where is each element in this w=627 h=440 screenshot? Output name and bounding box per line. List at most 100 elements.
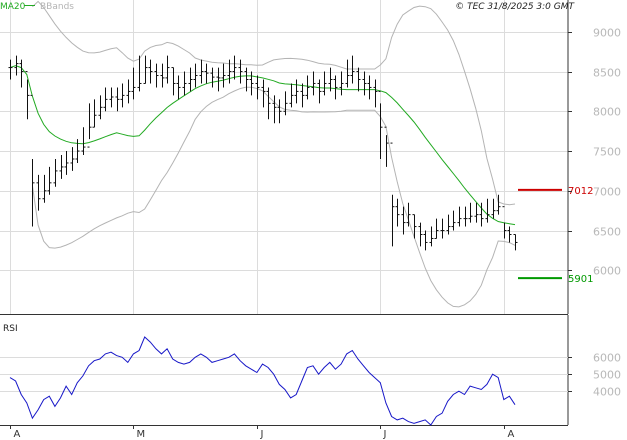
price-bar (81, 127, 86, 156)
price-bar (25, 71, 30, 120)
price-bar (418, 222, 423, 247)
month-axis: AMJJAS (10, 425, 515, 440)
support-label: 5901 (568, 274, 593, 285)
price-tick-label: 8500 (593, 67, 621, 80)
price-bar (317, 79, 322, 104)
price-bar (272, 95, 277, 124)
price-bar (47, 166, 52, 195)
price-bar (479, 202, 484, 227)
price-bar (143, 55, 148, 84)
rsi-label: RSI (3, 324, 18, 334)
price-bar (384, 126, 389, 167)
price-bar (59, 155, 64, 179)
price-bar (36, 174, 41, 211)
ma20-line (9, 65, 516, 226)
price-bar (378, 90, 383, 159)
price-bar (339, 71, 344, 96)
price-bar (300, 83, 305, 108)
price-bar (221, 63, 226, 88)
month-label: A (14, 429, 21, 440)
price-bar (328, 67, 333, 92)
price-bar (322, 71, 327, 96)
bollinger-lower-band (31, 86, 516, 308)
main-price-grid (0, 0, 568, 314)
month-label: M (137, 429, 146, 440)
rsi-tick-label: 6000 (593, 352, 621, 365)
price-bar (345, 59, 350, 88)
price-bar (227, 59, 232, 84)
resistance-label: 7012 (568, 186, 593, 197)
price-bar (137, 55, 142, 92)
price-bar (42, 174, 47, 203)
price-bar (277, 99, 282, 124)
rsi-line (9, 336, 516, 426)
price-bar (496, 194, 501, 215)
price-bar (98, 95, 103, 120)
ma20-path (9, 65, 516, 226)
bollinger-bands (31, 0, 516, 308)
price-bar (446, 214, 451, 235)
price-bar (294, 79, 299, 104)
price-bar (188, 67, 193, 92)
price-bar (423, 230, 428, 251)
price-bar (434, 218, 439, 239)
rsi-grid (0, 357, 568, 392)
legend: MA20 BBands (0, 2, 74, 12)
price-bar (429, 226, 434, 247)
price-tick-label: 7000 (593, 186, 621, 199)
price-bar (305, 75, 310, 100)
price-bar (14, 55, 19, 76)
price-bar (244, 67, 249, 92)
price-tick-label: 6000 (593, 265, 621, 278)
price-bar (53, 158, 58, 187)
price-bar (8, 59, 13, 80)
price-bar (126, 79, 131, 104)
rsi-tick-label: 4000 (593, 386, 621, 399)
legend-bbands-label: BBands (40, 2, 74, 12)
price-bar (395, 198, 400, 227)
month-label: J (260, 429, 264, 440)
price-bar (485, 198, 490, 223)
price-bar (390, 142, 395, 247)
price-bar (440, 218, 445, 239)
price-bar (350, 55, 355, 84)
price-bar (64, 151, 69, 175)
price-bar (333, 75, 338, 100)
price-bar (468, 202, 473, 223)
price-bar (30, 94, 35, 227)
price-bar (412, 214, 417, 239)
copyright-timestamp: © TEC 31/8/2025 3:0 GMT (455, 2, 575, 12)
rsi-axis: 4000 5000 6000 (568, 352, 621, 399)
price-bar (283, 91, 288, 116)
price-bar (171, 67, 176, 96)
price-tick-label: 6500 (593, 226, 621, 239)
price-bar (507, 226, 512, 243)
price-bar (165, 55, 170, 84)
price-bar (261, 79, 266, 108)
price-bar (87, 103, 92, 148)
price-bar (182, 71, 187, 96)
price-bar (204, 63, 209, 84)
price-bar (457, 206, 462, 227)
price-bar (513, 234, 518, 251)
price-bar (238, 59, 243, 84)
price-bar (109, 87, 114, 108)
price-bar (120, 83, 125, 108)
price-bar (154, 63, 159, 88)
price-bar (160, 63, 165, 88)
price-bar (216, 67, 221, 92)
rsi-tick-label: 5000 (593, 369, 621, 382)
price-bar (210, 67, 215, 88)
price-bar (401, 206, 406, 235)
price-bar (19, 59, 24, 88)
price-bar (362, 71, 367, 96)
price-tick-label: 8000 (593, 106, 621, 119)
price-bar (193, 63, 198, 88)
price-bar (176, 75, 181, 100)
rsi-path (9, 336, 516, 426)
price-bar (373, 79, 378, 108)
price-bar (474, 202, 479, 223)
price-bar (115, 87, 120, 112)
price-bars (8, 55, 518, 251)
